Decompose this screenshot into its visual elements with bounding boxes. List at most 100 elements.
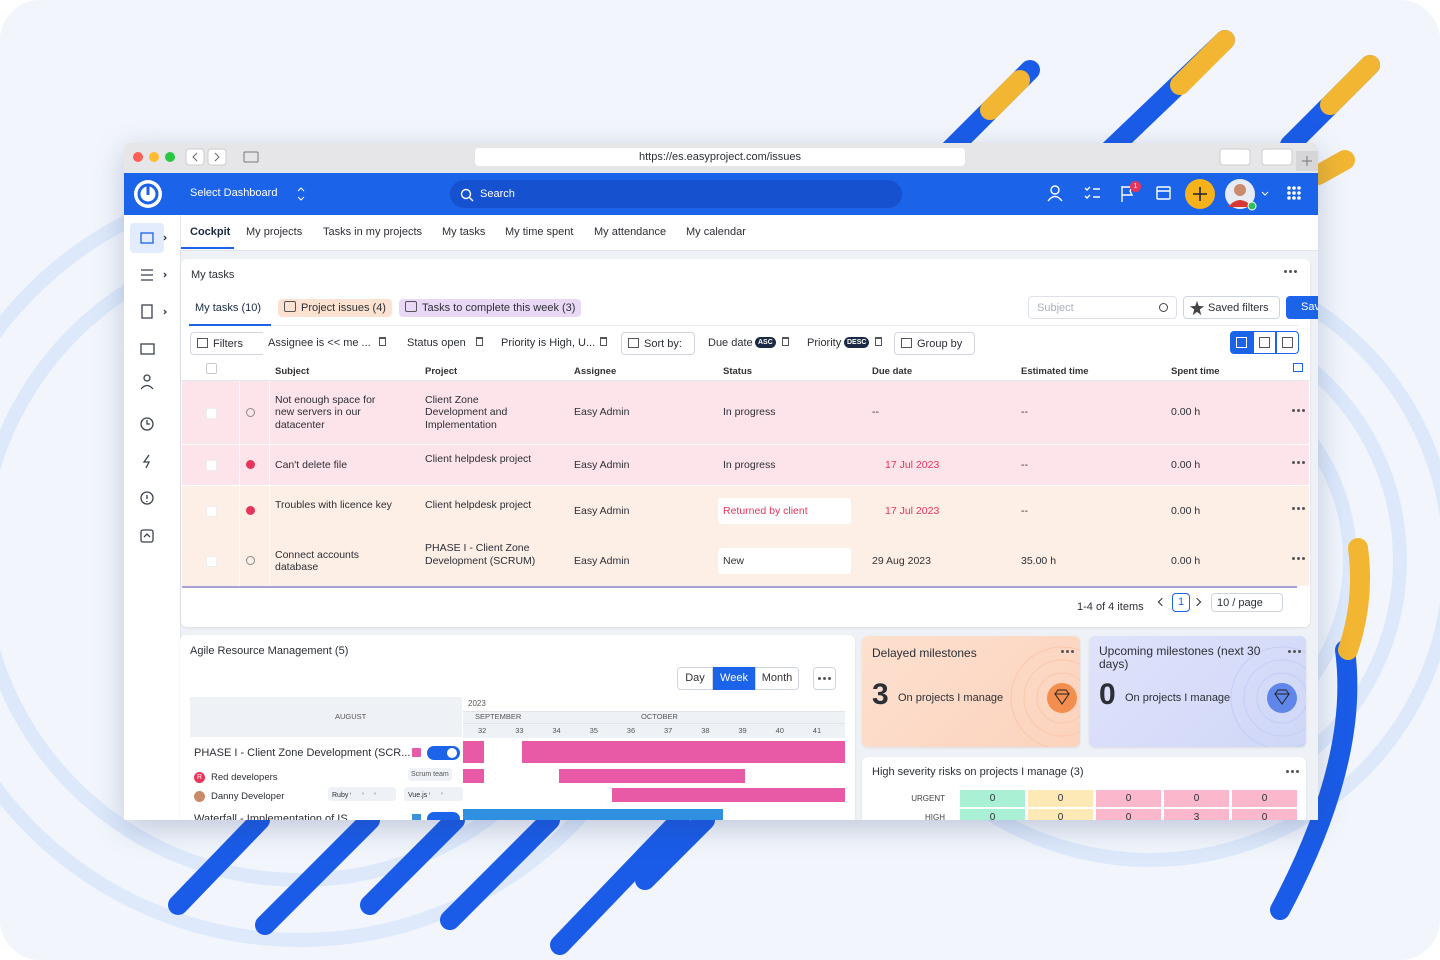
filter-chip[interactable]: Group by — [894, 332, 975, 355]
toggle[interactable] — [427, 746, 460, 760]
project-name[interactable]: PHASE I - Client Zone Development (SCR..… — [194, 747, 411, 759]
milestone-text: On projects I manage — [898, 692, 1004, 704]
risk-cell[interactable]: 0 — [960, 809, 1025, 820]
row-checkbox[interactable] — [206, 460, 217, 471]
column-header[interactable]: Status — [723, 366, 753, 377]
more-menu[interactable] — [1292, 461, 1306, 465]
risk-cell[interactable]: 0 — [1028, 809, 1093, 820]
priority-icon — [246, 556, 255, 565]
tab[interactable]: My projects — [246, 226, 303, 238]
row-checkbox[interactable] — [206, 407, 217, 419]
row-checkbox[interactable] — [206, 506, 217, 517]
row-checkbox[interactable] — [206, 556, 217, 567]
column-header[interactable]: Subject — [275, 366, 310, 377]
sidebar — [124, 215, 181, 820]
column-header[interactable]: Assignee — [574, 366, 617, 377]
tab[interactable]: Tasks in my projects — [323, 226, 423, 238]
logo[interactable] — [132, 178, 164, 210]
column-header[interactable]: Project — [425, 366, 458, 377]
status-box[interactable] — [718, 548, 851, 574]
per-page-select[interactable]: 10 / page — [1211, 593, 1283, 612]
task-row[interactable]: Not enough space for new servers in our … — [182, 381, 1309, 445]
dashboard-select[interactable]: Select Dashboard — [190, 187, 278, 199]
priority-icon — [246, 506, 255, 515]
filter-chip[interactable]: Assignee is << me ... — [262, 332, 392, 355]
column-header[interactable]: Due date — [872, 366, 913, 377]
select-all[interactable] — [206, 363, 217, 374]
gantt-bar[interactable] — [463, 769, 484, 783]
filter-chip[interactable]: Due date ASC — [702, 332, 795, 355]
more-button[interactable] — [813, 667, 836, 690]
column-divider — [239, 445, 240, 485]
more-menu[interactable] — [1284, 270, 1298, 274]
next-page[interactable] — [1192, 597, 1202, 607]
save-button[interactable]: Save — [1286, 296, 1318, 319]
risk-cell[interactable]: 0 — [1096, 790, 1161, 807]
project-name[interactable]: Waterfall - Implementation of IS — [194, 813, 348, 820]
per-page-label: 10 / page — [1217, 597, 1263, 609]
risk-cell[interactable]: 3 — [1164, 809, 1229, 820]
gantt-bar[interactable] — [612, 788, 845, 802]
tab[interactable]: My tasks — [442, 226, 486, 238]
current-page[interactable]: 1 — [1172, 593, 1190, 612]
remove-icon[interactable] — [476, 337, 483, 346]
filter-chip[interactable]: Status open — [401, 332, 489, 355]
risk-cell[interactable]: 0 — [1028, 790, 1093, 807]
cell: Easy Admin — [574, 458, 630, 471]
risk-cell[interactable]: 0 — [1096, 809, 1161, 820]
more-menu[interactable] — [1286, 770, 1300, 774]
more-menu[interactable] — [1292, 557, 1306, 561]
view-button[interactable]: Day — [677, 667, 713, 690]
status-box[interactable] — [718, 498, 851, 524]
tab[interactable]: My time spent — [505, 226, 574, 238]
remove-icon[interactable] — [782, 337, 789, 346]
tab[interactable]: My attendance — [594, 226, 667, 238]
more-menu[interactable] — [1292, 408, 1306, 413]
filter-tab[interactable]: Project issues (4) — [278, 299, 392, 317]
remove-icon[interactable] — [379, 337, 386, 346]
risk-cell[interactable]: 0 — [1232, 790, 1297, 807]
column-header[interactable]: Spent time — [1171, 366, 1220, 377]
more-menu[interactable] — [1288, 650, 1302, 654]
tab[interactable]: My calendar — [686, 226, 746, 238]
more-menu[interactable] — [818, 677, 832, 681]
remove-icon[interactable] — [600, 337, 607, 346]
column-settings[interactable] — [1293, 363, 1303, 372]
filter-tab[interactable]: Tasks to complete this week (3) — [399, 299, 582, 317]
view-toggle[interactable] — [1230, 331, 1253, 354]
table-header — [181, 360, 1310, 381]
filter-chip[interactable]: Priority DESC — [801, 332, 888, 355]
task-row[interactable]: Connect accounts database PHASE I - Clien… — [182, 536, 1309, 587]
more-menu[interactable] — [1061, 650, 1075, 654]
filter-chip[interactable]: Sort by: — [621, 332, 695, 355]
prev-page[interactable] — [1157, 597, 1167, 607]
filter-tab[interactable]: My tasks (10) — [189, 299, 267, 317]
risk-cell[interactable]: 0 — [960, 790, 1025, 807]
gantt-bar[interactable] — [522, 741, 845, 763]
tab[interactable]: Cockpit — [190, 226, 231, 238]
filter-chip[interactable]: Filters — [190, 332, 265, 355]
subject-input[interactable]: Subject — [1028, 296, 1177, 319]
gantt-bar[interactable] — [463, 809, 723, 820]
gantt-bar[interactable] — [559, 769, 745, 783]
filter-chip[interactable]: Priority is High, U... — [495, 332, 613, 355]
search-box[interactable]: Search — [450, 180, 902, 208]
sidebar-icons[interactable] — [124, 215, 180, 820]
more-menu[interactable] — [1292, 507, 1306, 511]
view-toggle[interactable] — [1253, 331, 1276, 354]
view-button[interactable]: Week — [713, 667, 755, 690]
gantt-bar[interactable] — [463, 741, 484, 763]
risks-card: High severity risks on projects I manage… — [862, 757, 1306, 820]
risk-cell[interactable]: 0 — [1164, 790, 1229, 807]
task-row[interactable]: Troubles with licence key Client helpdesk… — [182, 486, 1309, 537]
view-button[interactable]: Month — [755, 667, 799, 690]
task-row[interactable]: Can't delete file Client helpdesk project… — [182, 445, 1309, 486]
skill-stars — [429, 792, 454, 795]
risk-cell[interactable]: 0 — [1232, 809, 1297, 820]
remove-icon[interactable] — [875, 337, 882, 346]
view-toggle[interactable] — [1276, 331, 1299, 354]
toggle[interactable] — [427, 812, 460, 820]
column-header[interactable]: Estimated time — [1021, 366, 1089, 377]
url-bar[interactable]: https://es.easyproject.com/issues — [475, 148, 965, 166]
saved-filters-button[interactable]: Saved filters — [1183, 296, 1280, 319]
